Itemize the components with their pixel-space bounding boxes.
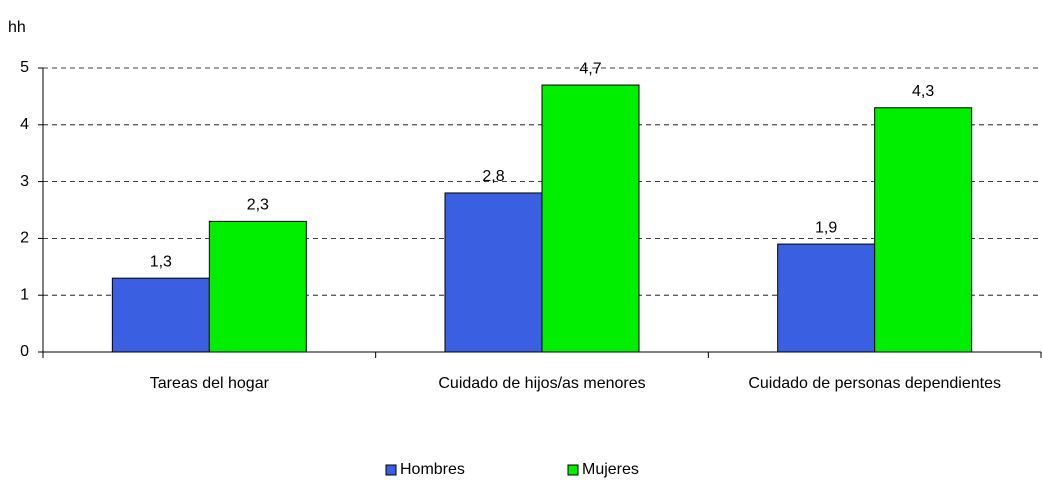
value-label: 1,3 [150,253,172,270]
y-tick-label: 5 [20,59,29,76]
bar [111,277,210,353]
bar [874,107,973,353]
x-tick-label: Cuidado de personas dependientes [748,375,1001,392]
bar [777,243,876,353]
bar [208,220,307,353]
y-tick-label: 4 [20,116,29,133]
y-tick-label: 2 [20,230,29,247]
y-tick-label: 3 [20,173,29,190]
value-label: 1,9 [815,219,837,236]
y-axis-label: hh [8,19,26,36]
x-tick-label: Cuidado de hijos/as menores [438,375,646,392]
value-label: 4,7 [579,60,601,77]
y-tick-label: 0 [20,343,29,360]
legend-label: Hombres [400,461,465,478]
bar [444,192,543,353]
bar [541,84,640,353]
y-tick-label: 1 [20,286,29,303]
value-label: 2,8 [482,168,504,185]
legend-swatch [567,464,579,476]
legend-swatch [385,464,397,476]
x-tick-label: Tareas del hogar [149,375,269,392]
legend-label: Mujeres [582,461,639,478]
value-label: 2,3 [247,197,269,214]
value-label: 4,3 [912,83,934,100]
